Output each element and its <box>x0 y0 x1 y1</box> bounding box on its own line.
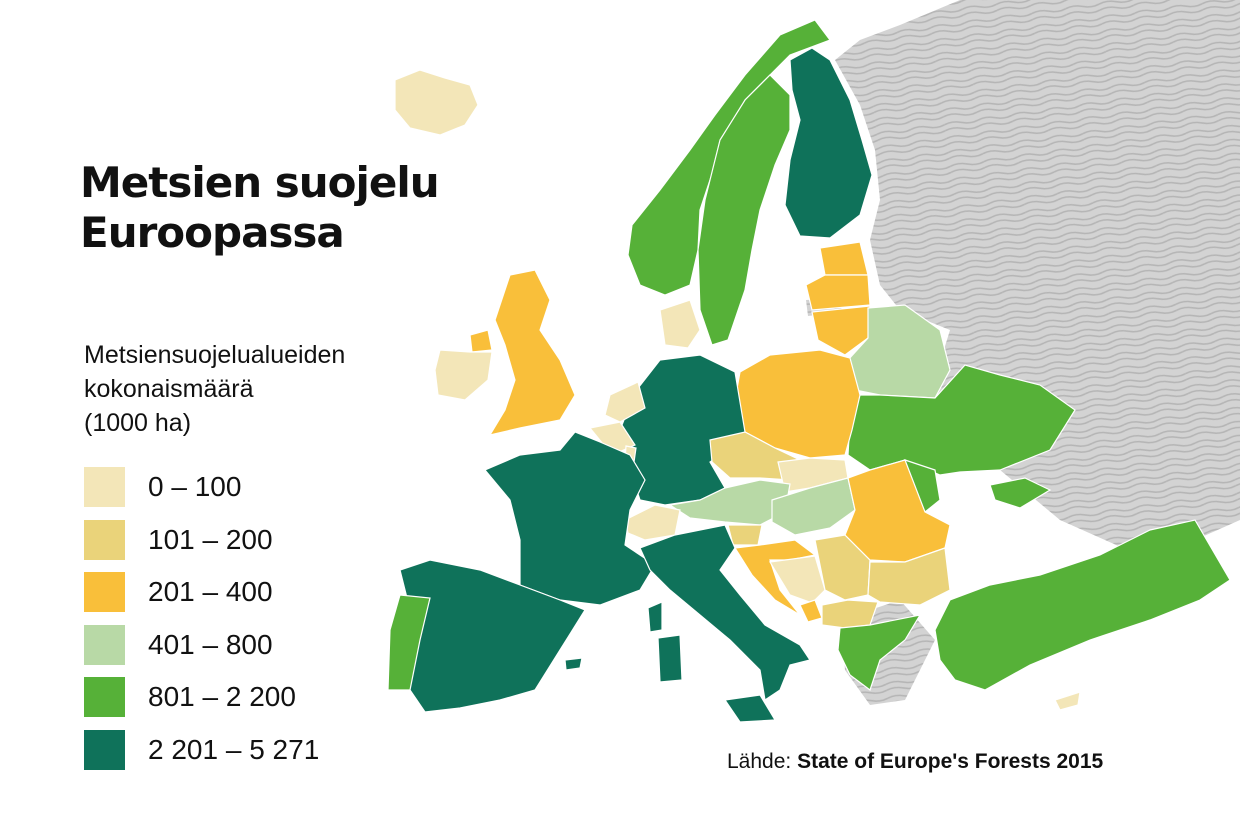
country-corsica <box>647 601 663 633</box>
country-italy <box>639 524 811 702</box>
legend-heading-line-2: kokonaismäärä <box>84 375 254 403</box>
legend-swatch <box>84 519 125 560</box>
legend-label: 2 201 – 5 271 <box>148 733 320 765</box>
legend-heading: Metsiensuojelualueiden kokonaismäärä (10… <box>84 338 345 440</box>
legend-heading-line-1: Metsiensuojelualueiden <box>84 341 346 369</box>
country-estonia <box>819 241 869 276</box>
legend-item: 0 – 100 <box>84 461 319 514</box>
legend-swatch <box>84 677 125 718</box>
country-slovenia <box>727 524 763 546</box>
country-lithuania <box>811 305 871 356</box>
country-portugal <box>387 594 431 691</box>
country-albania-macedonia <box>821 599 879 629</box>
legend-heading-line-3: (1000 ha) <box>84 409 192 437</box>
title-line-2: Euroopassa <box>80 208 345 257</box>
map-title: Metsien suojelu Euroopassa <box>80 158 440 258</box>
country-france <box>484 431 656 606</box>
country-bosnia <box>769 555 826 604</box>
legend-item: 801 – 2 200 <box>84 671 319 724</box>
legend-label: 401 – 800 <box>148 628 273 660</box>
country-montenegro <box>799 599 823 623</box>
title-line-1: Metsien suojelu <box>80 158 440 207</box>
country-bulgaria <box>867 547 951 606</box>
source-name: State of Europe's Forests 2015 <box>797 750 1104 773</box>
legend-swatch <box>84 572 125 613</box>
country-hungary <box>771 477 856 536</box>
legend-swatch <box>84 729 125 770</box>
legend-swatch <box>84 624 125 665</box>
country-ireland <box>434 349 493 401</box>
legend-label: 0 – 100 <box>148 471 242 503</box>
legend: 0 – 100 101 – 200 201 – 400 401 – 800 80… <box>84 461 319 776</box>
source-note: Lähde: State of Europe's Forests 2015 <box>727 750 1103 774</box>
country-ukraine <box>847 364 1076 476</box>
country-iceland <box>394 69 479 136</box>
source-prefix: Lähde: <box>727 750 792 773</box>
country-greece <box>837 614 922 691</box>
country-sweden <box>697 74 791 346</box>
country-latvia <box>805 274 871 311</box>
country-netherlands <box>604 381 646 423</box>
legend-item: 201 – 400 <box>84 566 319 619</box>
country-crimea <box>989 477 1052 509</box>
legend-label: 101 – 200 <box>148 523 273 555</box>
legend-label: 201 – 400 <box>148 576 273 608</box>
country-switzerland <box>624 504 681 541</box>
legend-swatch <box>84 467 125 508</box>
country-turkey <box>934 519 1231 691</box>
country-sicily <box>723 694 777 723</box>
legend-item: 101 – 200 <box>84 514 319 567</box>
country-finland <box>784 47 873 239</box>
country-denmark <box>659 299 701 349</box>
country-uk <box>488 269 576 436</box>
country-baleares <box>564 657 583 671</box>
country-sardinia <box>657 634 683 683</box>
legend-item: 2 201 – 5 271 <box>84 724 319 777</box>
country-cyprus <box>1054 691 1081 711</box>
legend-label: 801 – 2 200 <box>148 681 296 713</box>
legend-item: 401 – 800 <box>84 619 319 672</box>
country-northern-ireland <box>469 329 493 353</box>
